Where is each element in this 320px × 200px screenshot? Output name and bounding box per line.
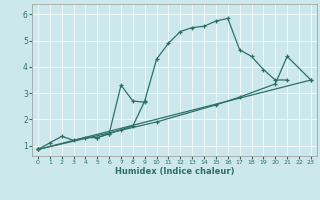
X-axis label: Humidex (Indice chaleur): Humidex (Indice chaleur) [115,167,234,176]
